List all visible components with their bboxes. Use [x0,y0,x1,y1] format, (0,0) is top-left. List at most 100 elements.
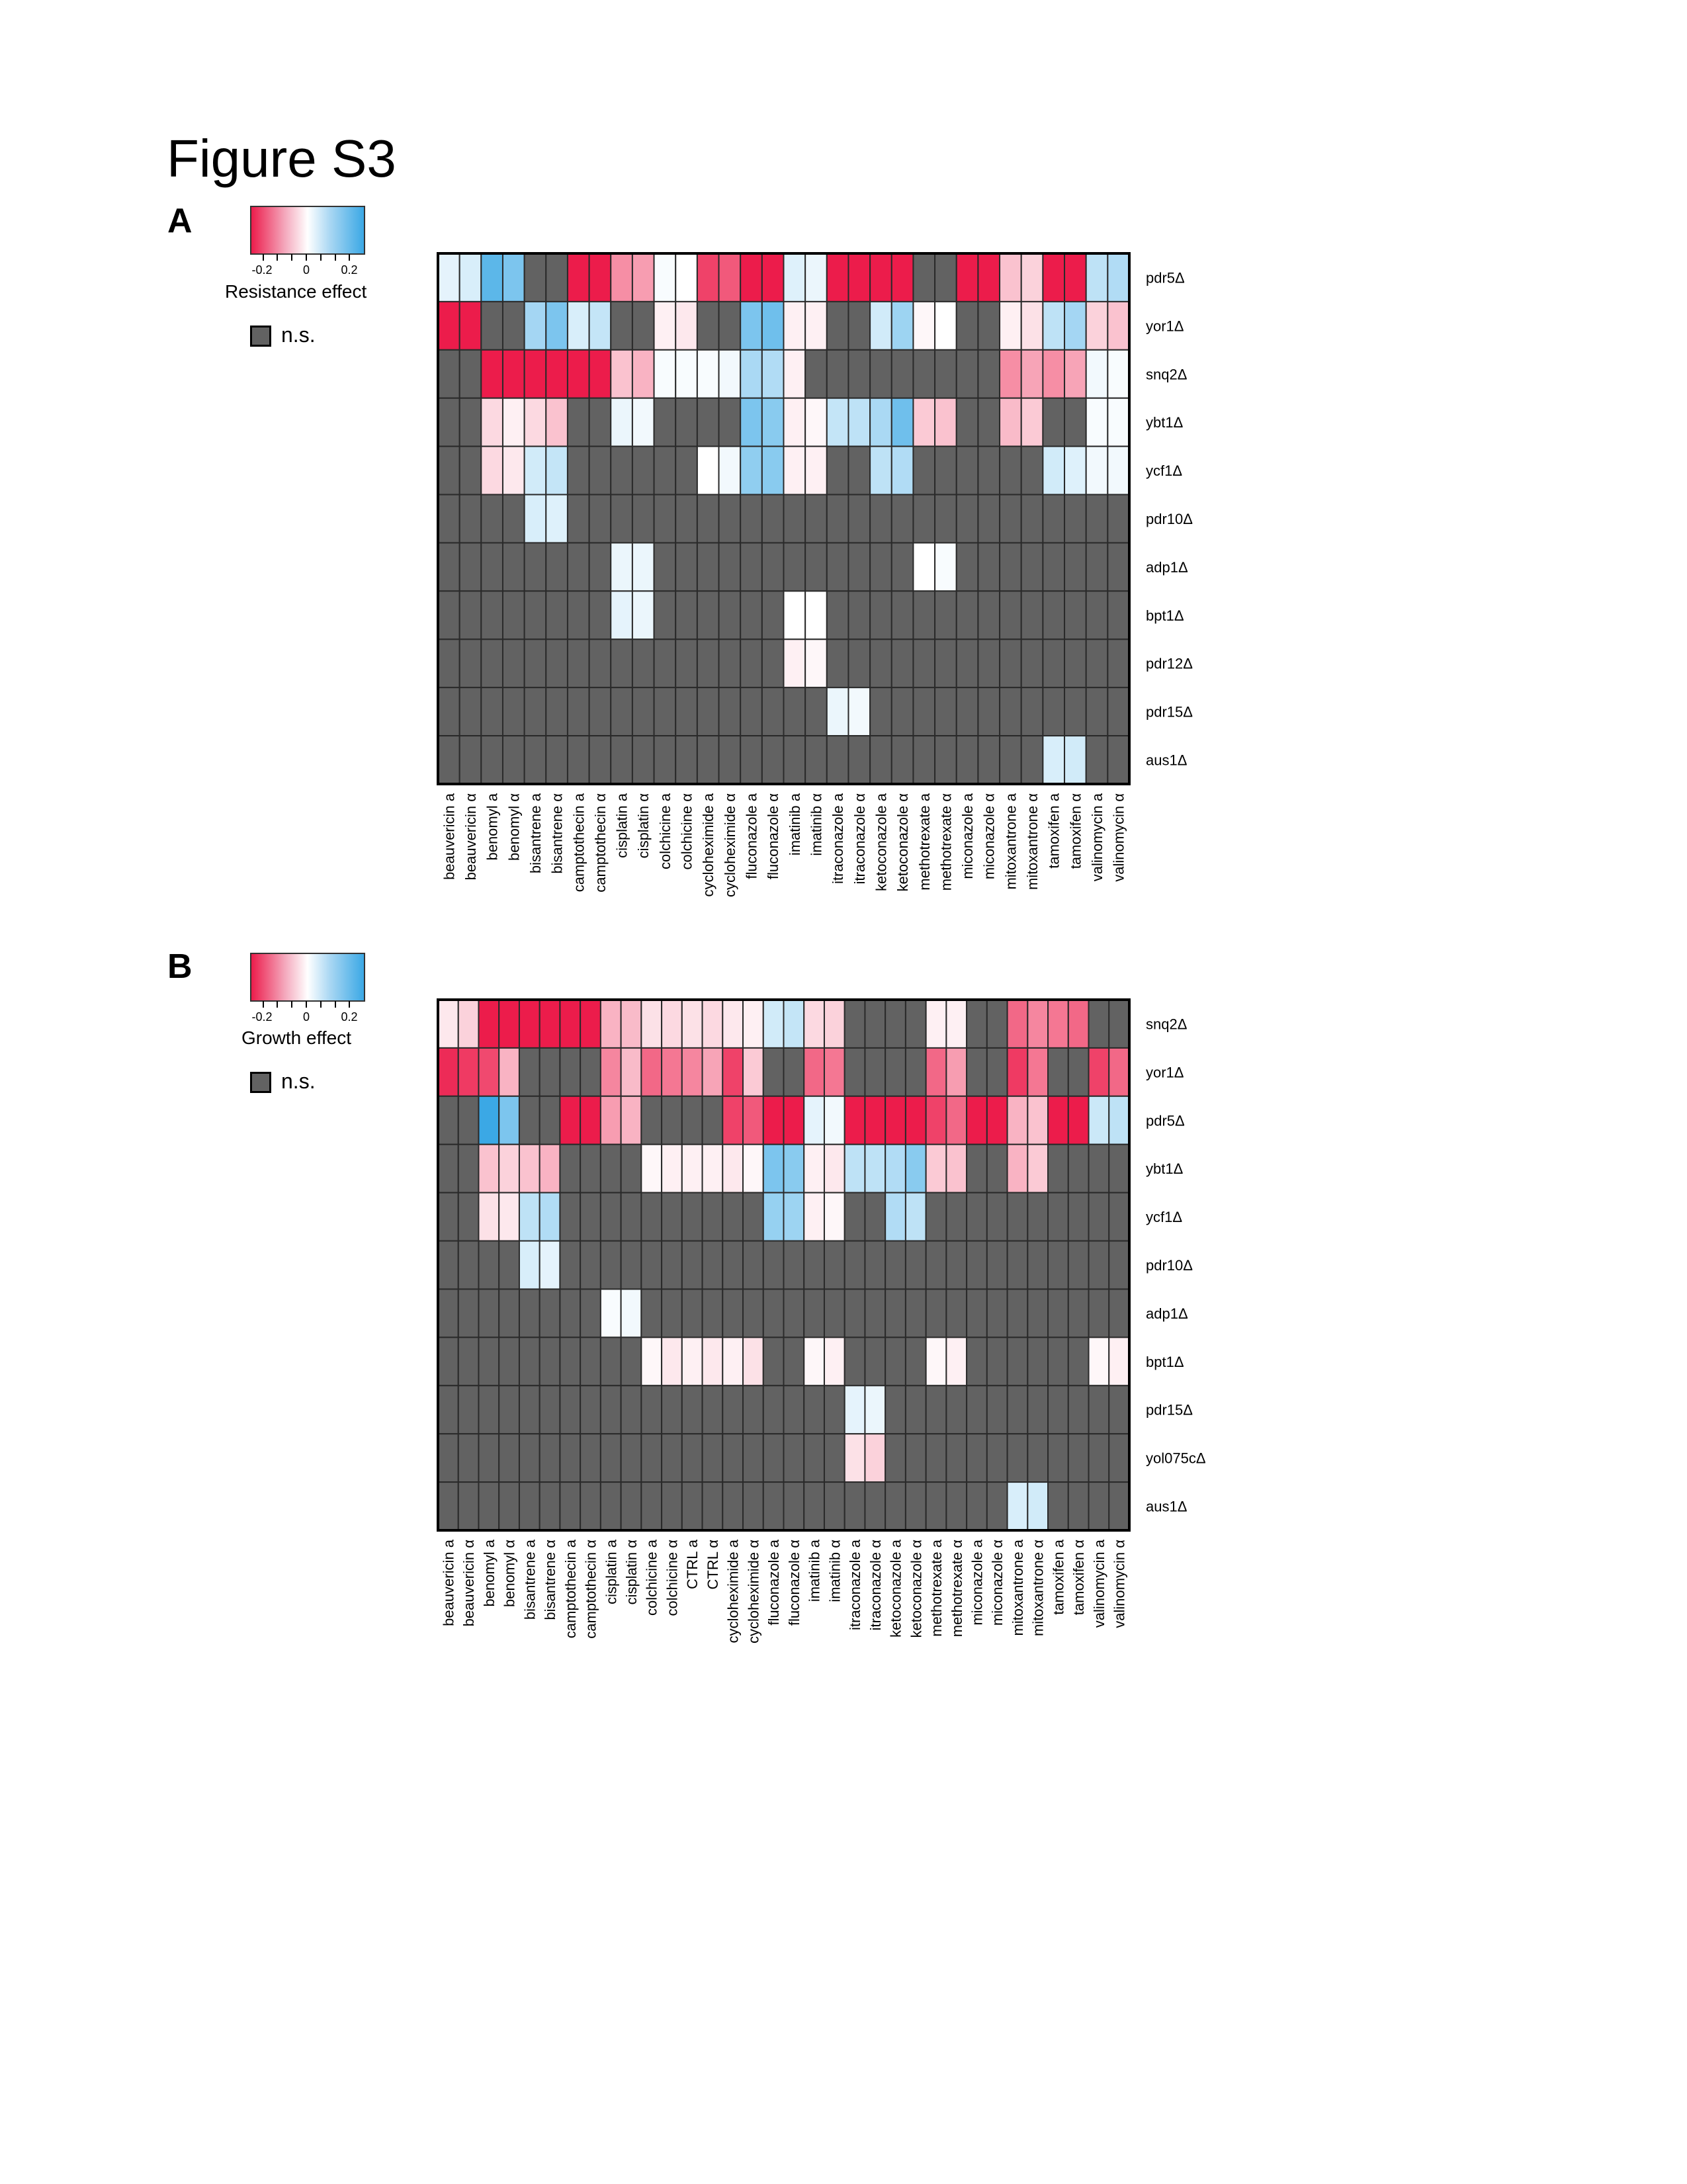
heatmap-a-cell-2-31 [1107,349,1130,399]
heatmap-a-cell-0-19 [847,253,871,302]
heatmap-a-cell-0-24 [955,253,979,302]
heatmap-a-cell-5-6 [566,494,590,544]
heatmap-a-row-label-9: pdr15Δ [1146,704,1193,721]
heatmap-b-cell-6-27 [986,1288,1008,1338]
heatmap-a-col-label-29: tamoxifen α [1067,793,1084,869]
heatmap-b-cell-10-4 [518,1481,541,1532]
heatmap-a-cell-2-5 [545,349,568,399]
heatmap-b-col-label-21: itraconazole α [867,1540,884,1631]
heatmap-a-cell-5-17 [804,494,828,544]
heatmap-a-cell-3-9 [631,397,655,447]
heatmap-b-cell-2-29 [1027,1095,1049,1145]
heatmap-b-cell-9-10 [640,1433,663,1483]
heatmap-a-cell-9-30 [1085,687,1109,737]
heatmap-a-cell-3-0 [437,397,460,447]
heatmap-a-cell-4-18 [826,445,849,496]
heatmap-b-cell-6-19 [823,1288,845,1338]
heatmap-b-cell-4-28 [1006,1192,1029,1242]
heatmap-b-cell-7-30 [1047,1336,1069,1387]
heatmap-b-cell-3-12 [681,1143,703,1194]
heatmap-b-cell-10-11 [661,1481,683,1532]
panel-b-cbar-tick-minor [335,1001,336,1008]
heatmap-a-cell-6-3 [501,542,525,592]
heatmap-a-cell-3-13 [718,397,742,447]
heatmap-b-cell-10-26 [966,1481,988,1532]
heatmap-a-row-label-0: pdr5Δ [1146,269,1185,286]
heatmap-a-cell-5-18 [826,494,849,544]
heatmap-b-cell-2-3 [498,1095,520,1145]
heatmap-b-cell-4-30 [1047,1192,1069,1242]
heatmap-a-cell-1-9 [631,300,655,351]
heatmap-a-col-label-16: imatinib a [787,793,803,855]
heatmap-b-cell-6-26 [966,1288,988,1338]
heatmap-a-cell-8-28 [1042,638,1066,689]
heatmap-b-cell-5-4 [518,1240,541,1290]
heatmap-a-cell-7-5 [545,590,568,640]
heatmap-b-cell-4-29 [1027,1192,1049,1242]
heatmap-a-cell-6-25 [977,542,1001,592]
heatmap-b-cell-3-32 [1088,1143,1110,1194]
heatmap-b-cell-1-21 [864,1047,887,1097]
heatmap-a-cell-8-9 [631,638,655,689]
heatmap-b-cell-3-18 [803,1143,825,1194]
heatmap-a-cell-5-27 [1020,494,1044,544]
heatmap-a-cell-3-2 [480,397,503,447]
heatmap-a-cell-7-24 [955,590,979,640]
heatmap-b-cell-7-26 [966,1336,988,1387]
heatmap-b-cell-5-15 [742,1240,764,1290]
heatmap-a-cell-1-30 [1085,300,1109,351]
heatmap-a-col-label-26: mitoxantrone a [1002,793,1019,889]
heatmap-a-cell-6-9 [631,542,655,592]
heatmap-a-frame [437,252,1131,785]
heatmap-a-cell-6-10 [653,542,677,592]
heatmap-b-cell-1-11 [661,1047,683,1097]
heatmap-b-cell-8-1 [457,1385,480,1435]
heatmap-b-cell-5-24 [925,1240,947,1290]
heatmap-a-cell-4-28 [1042,445,1066,496]
heatmap-a-cell-2-27 [1020,349,1044,399]
heatmap-a-cell-4-9 [631,445,655,496]
heatmap-a-cell-9-10 [653,687,677,737]
heatmap-b-cell-7-1 [457,1336,480,1387]
heatmap-a-cell-8-13 [718,638,742,689]
heatmap-a-cell-4-23 [934,445,957,496]
heatmap-b-cell-6-24 [925,1288,947,1338]
heatmap-a-cell-9-31 [1107,687,1130,737]
heatmap-b-cell-1-23 [904,1047,927,1097]
heatmap-b-cell-1-5 [539,1047,561,1097]
heatmap-a-cell-5-10 [653,494,677,544]
heatmap-a-cell-6-8 [610,542,633,592]
heatmap-a-col-label-10: colchicine a [657,793,673,869]
heatmap-a-cell-6-31 [1107,542,1130,592]
heatmap-a-cell-6-13 [718,542,742,592]
heatmap-b-cell-4-26 [966,1192,988,1242]
panel-b-ns-swatch [250,1072,271,1093]
heatmap-b-cell-4-7 [580,1192,601,1242]
heatmap-b-cell-6-28 [1006,1288,1029,1338]
heatmap-b-cell-3-30 [1047,1143,1069,1194]
heatmap-b-cell-9-27 [986,1433,1008,1483]
heatmap-a-cell-0-0 [437,253,460,302]
heatmap-a-col-label-20: ketoconazole a [873,793,889,891]
heatmap-a-cell-6-0 [437,542,460,592]
heatmap-b-cell-3-0 [437,1143,459,1194]
heatmap-b-cell-2-6 [559,1095,582,1145]
heatmap-b-cell-3-21 [864,1143,887,1194]
heatmap-a-cell-10-17 [804,735,828,785]
heatmap-b-col-label-12: CTRL a [684,1539,701,1589]
heatmap-b-col-label-27: miconazole α [989,1540,1006,1626]
heatmap-a-cell-7-11 [675,590,698,640]
heatmap-a-cell-10-15 [761,735,785,785]
heatmap-b-cell-6-7 [580,1288,601,1338]
heatmap-b-cell-5-16 [762,1240,785,1290]
heatmap-b-cell-5-6 [559,1240,582,1290]
heatmap-b-cell-9-12 [681,1433,703,1483]
heatmap-a-cell-9-18 [826,687,849,737]
heatmap-b-cell-6-5 [539,1288,561,1338]
heatmap-b-cell-4-9 [620,1192,642,1242]
heatmap-b-cell-1-17 [783,1047,805,1097]
heatmap-b-cell-10-7 [580,1481,601,1532]
heatmap-b-cell-8-21 [864,1385,887,1435]
heatmap-b-cell-10-28 [1006,1481,1029,1532]
heatmap-a-cell-6-15 [761,542,785,592]
